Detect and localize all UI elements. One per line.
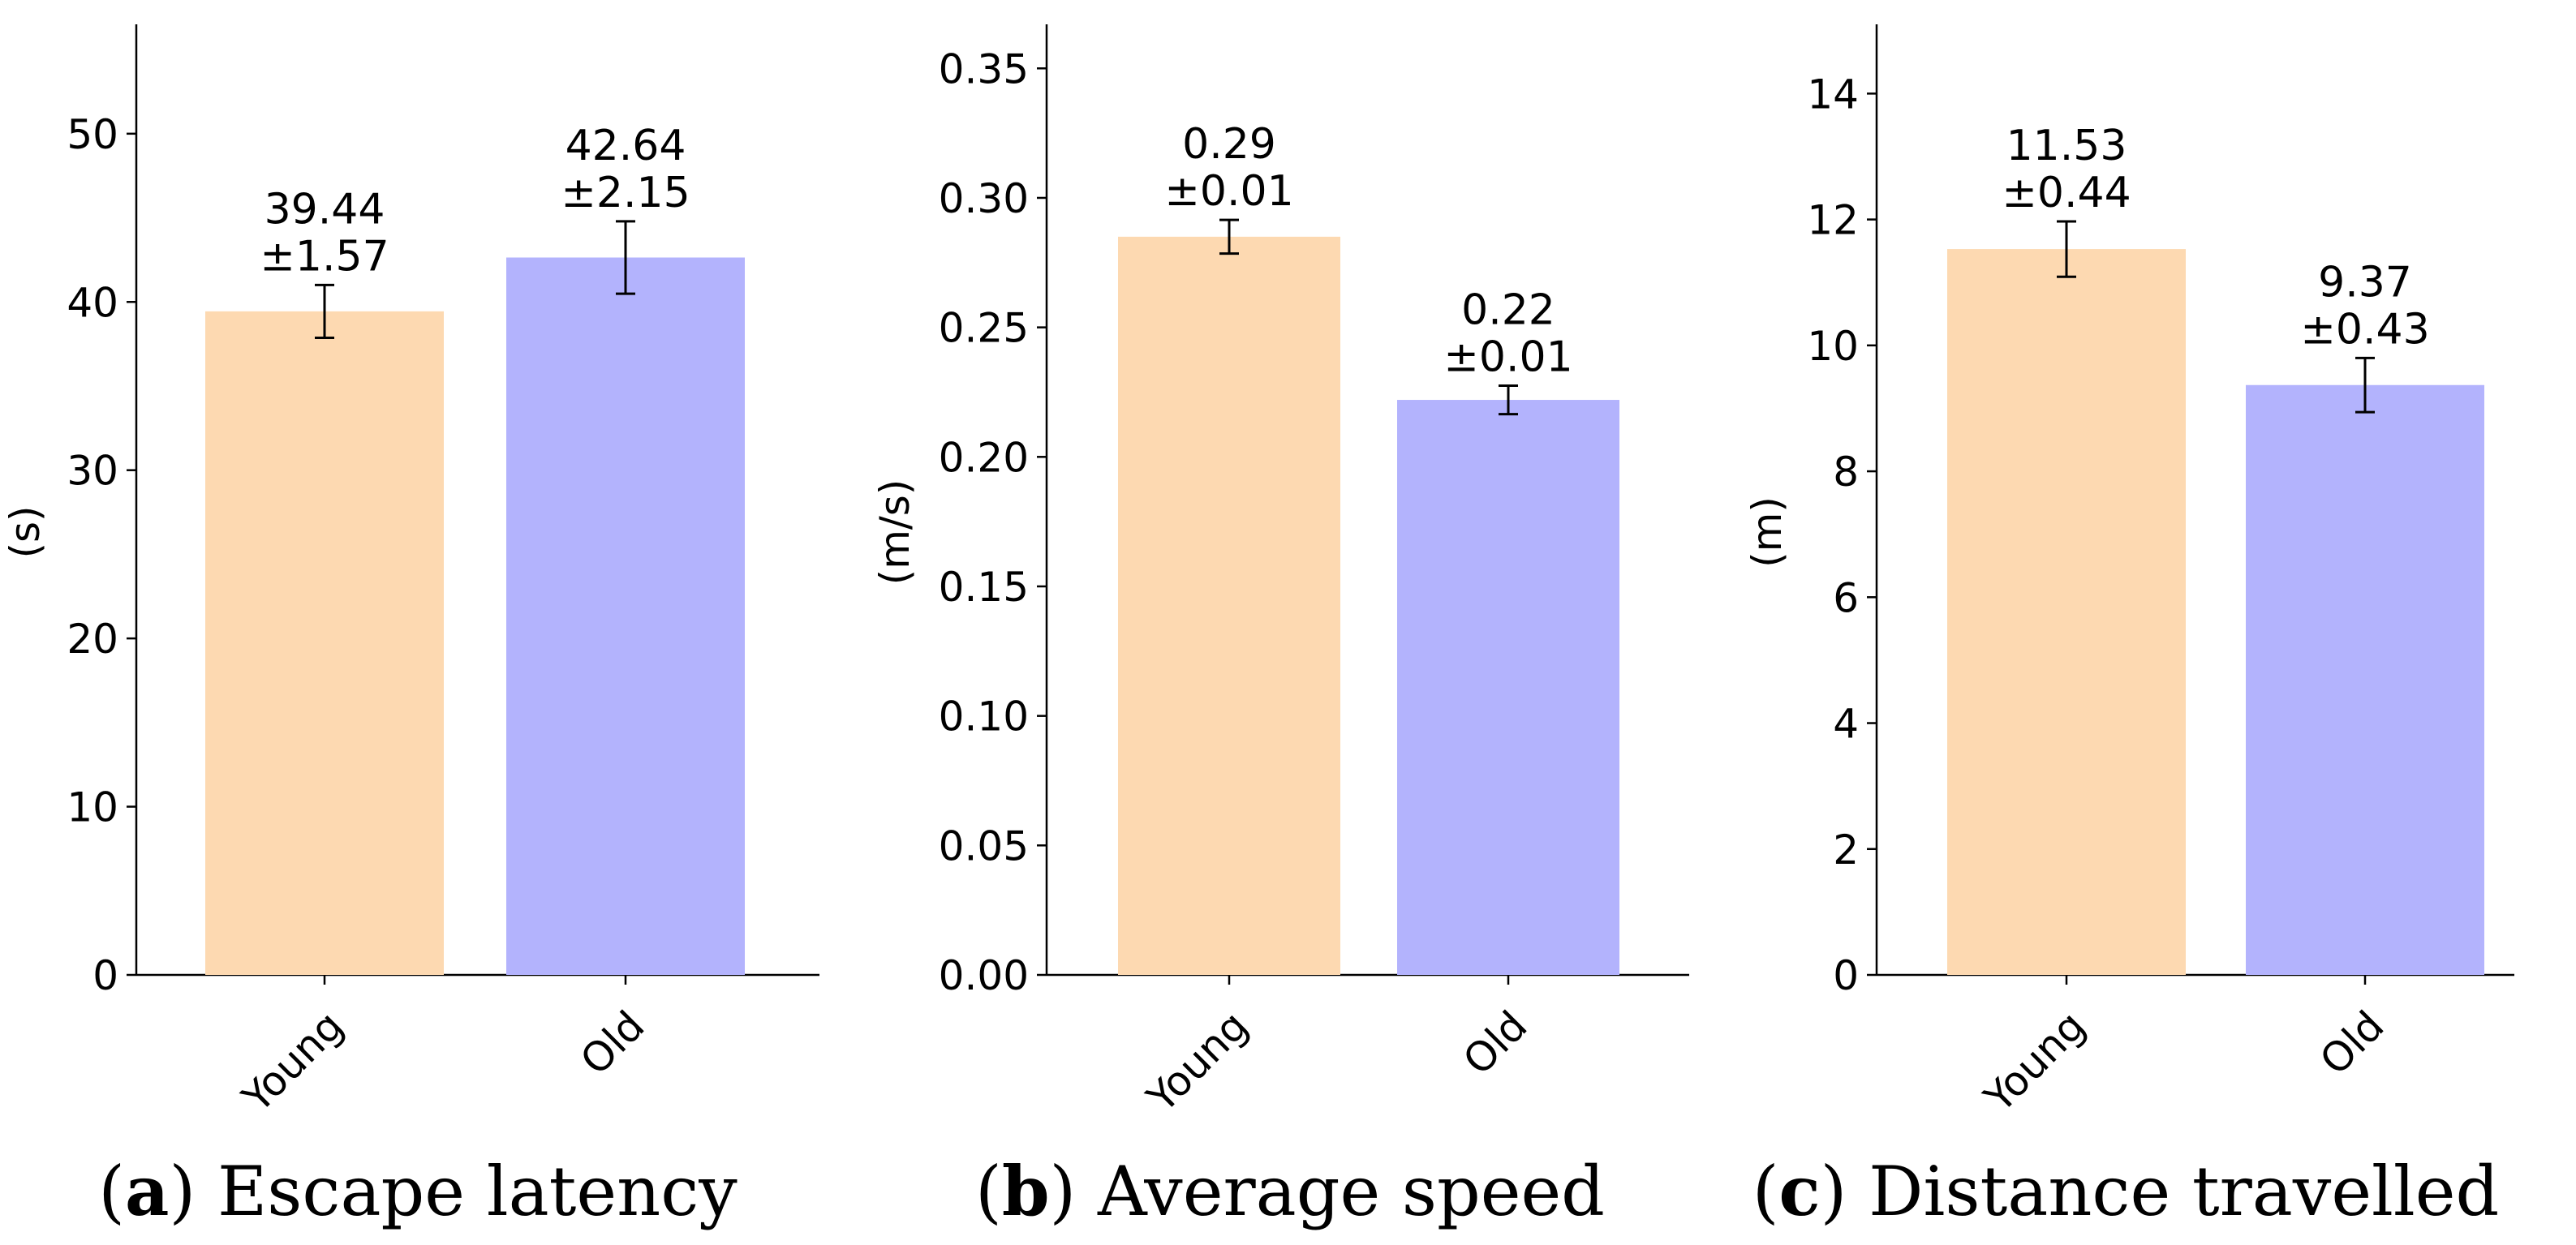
caption-paren-open: (: [975, 1152, 1002, 1231]
y-tick-label: 10: [67, 784, 118, 831]
caption-paren-close: ): [169, 1152, 217, 1231]
caption-text: Escape latency: [217, 1152, 738, 1231]
caption-paren-open: (: [98, 1152, 125, 1231]
bar-value-line: ±0.43: [2300, 305, 2429, 354]
y-tick-label: 2: [1833, 826, 1859, 874]
caption-paren-close: ): [1050, 1152, 1098, 1231]
bar-value-line: 39.44: [264, 185, 385, 234]
panel-caption: (b) Average speed: [975, 1151, 1605, 1231]
caption-letter: b: [1002, 1151, 1050, 1231]
panel-caption: (c) Distance travelled: [1752, 1151, 2500, 1231]
y-tick-label: 30: [67, 448, 118, 495]
y-tick-label: 0.00: [939, 952, 1029, 999]
chart-panel-a: 0 10 20 30 40 50 (s) 39.44 ±1.57 Young 42.64 ±2.15 O…: [2, 24, 819, 1231]
bar-value-label: 0.29 ±0.01: [1164, 120, 1293, 216]
x-tick-label-young: Young: [233, 1002, 353, 1122]
bar-young: [205, 311, 444, 975]
y-tick-label: 0.30: [939, 175, 1029, 222]
y-tick-label: 0.05: [939, 822, 1029, 869]
caption-text: Distance travelled: [1869, 1152, 2499, 1231]
panel-caption: (a) Escape latency: [98, 1151, 738, 1231]
bar-value-label: 42.64 ±2.15: [561, 122, 690, 217]
y-tick-label: 0.25: [939, 305, 1029, 352]
y-tick-label: 0.35: [939, 45, 1029, 92]
caption-letter: c: [1779, 1151, 1821, 1231]
x-tick-label-old: Old: [571, 1002, 653, 1084]
bar-value-label: 39.44 ±1.57: [260, 185, 389, 281]
caption-letter: a: [125, 1151, 169, 1231]
bar-value-line: 11.53: [2006, 122, 2127, 170]
bar-value-line: ±1.57: [260, 232, 389, 281]
bar-young: [1947, 249, 2186, 975]
bar-value-line: 0.29: [1182, 120, 1276, 169]
bar-value-line: 42.64: [566, 122, 686, 170]
bar-old: [506, 257, 745, 975]
y-tick-label: 0.15: [939, 564, 1029, 611]
bar-old: [1397, 400, 1619, 975]
y-tick-label: 0: [92, 952, 118, 999]
x-tick-label-young: Young: [1137, 1002, 1258, 1122]
bar-value-label: 11.53 ±0.44: [2002, 122, 2131, 217]
bar-value-line: 0.22: [1461, 285, 1555, 334]
caption-text: Average speed: [1097, 1152, 1605, 1231]
y-axis-label: (s): [2, 505, 49, 558]
y-tick-label: 0.10: [939, 693, 1029, 741]
bar-value-line: ±2.15: [561, 169, 690, 217]
x-tick-label-young: Young: [1975, 1002, 2095, 1122]
chart-panel-b: 0.00 0.05 0.10 0.15 0.20 0.25 0.30 0.35 (m/s) 0.2…: [871, 24, 1689, 1231]
bar-old: [2246, 384, 2484, 975]
bar-value-line: ±0.44: [2002, 169, 2131, 217]
y-tick-label: 6: [1833, 574, 1859, 621]
y-tick-label: 14: [1807, 71, 1859, 118]
bar-value-label: 0.22 ±0.01: [1443, 285, 1572, 381]
y-axis-label: (m): [1744, 496, 1791, 568]
y-tick-label: 0: [1833, 952, 1859, 999]
y-tick-label: 50: [67, 111, 118, 158]
caption-paren-close: ): [1821, 1152, 1869, 1231]
y-tick-label: 10: [1807, 323, 1859, 370]
y-tick-label: 20: [67, 616, 118, 663]
bar-value-line: ±0.01: [1164, 167, 1293, 216]
chart-panel-c: 0 2 4 6 8 10 12 14 (m) 11.53 ±0.44 Young 9.37 ±0.43 Ol…: [1744, 24, 2514, 1231]
y-tick-label: 8: [1833, 449, 1859, 496]
y-tick-label: 0.20: [939, 434, 1029, 481]
bar-young: [1118, 236, 1340, 975]
x-tick-label-old: Old: [1454, 1002, 1536, 1084]
y-tick-label: 40: [67, 279, 118, 326]
caption-paren-open: (: [1752, 1152, 1779, 1231]
y-tick-label: 12: [1807, 197, 1859, 244]
y-axis-label: (m/s): [871, 479, 918, 586]
x-tick-label-old: Old: [2311, 1002, 2393, 1084]
y-tick-label: 4: [1833, 701, 1859, 748]
bar-value-line: 9.37: [2318, 258, 2412, 307]
bar-value-line: ±0.01: [1443, 333, 1572, 381]
bar-value-label: 9.37 ±0.43: [2300, 258, 2429, 354]
